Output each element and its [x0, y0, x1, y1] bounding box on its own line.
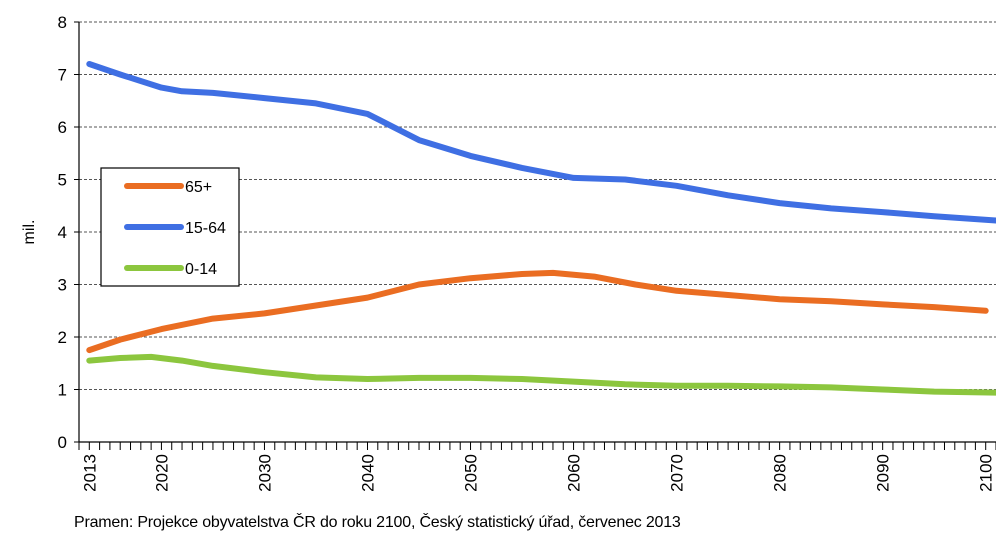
y-tick-label: 8 [58, 13, 67, 32]
y-tick-label: 1 [58, 381, 67, 400]
x-tick-label: 2070 [668, 454, 687, 492]
x-tick-label: 2080 [771, 454, 790, 492]
series-lines [86, 61, 996, 396]
source-note: Pramen: Projekce obyvatelstva ČR do roku… [74, 514, 681, 531]
axes [74, 21, 996, 450]
x-tick-label: 2090 [874, 454, 893, 492]
x-tick-label: 2020 [152, 454, 171, 492]
x-tick-label: 2050 [462, 454, 481, 492]
series-line-0-14 [86, 353, 996, 396]
y-tick-label: 5 [58, 171, 67, 190]
y-tick-label: 4 [58, 223, 67, 242]
x-tick-label: 2013 [80, 454, 99, 492]
axis-labels: 0 1 2 3 4 5 6 7 8 2013 2020 2030 2040 2050 2060 2070 208… [21, 13, 996, 492]
y-tick-label: 2 [58, 328, 67, 347]
legend: 65+ 15-64 0-14 [100, 167, 240, 287]
legend-label: 15-64 [185, 220, 226, 237]
y-tick-label: 7 [58, 66, 67, 85]
series-line-65+ [86, 269, 989, 354]
y-tick-label: 0 [58, 433, 67, 452]
series-line-15-64 [86, 61, 996, 224]
y-axis-title: mil. [21, 220, 38, 245]
legend-label: 0-14 [185, 261, 217, 278]
x-tick-label: 2060 [565, 454, 584, 492]
x-tick-label: 2030 [255, 454, 274, 492]
x-tick-label: 2040 [358, 454, 377, 492]
legend-label: 65+ [185, 179, 212, 196]
x-tick-label: 2100 [977, 454, 996, 492]
y-tick-label: 3 [58, 276, 67, 295]
y-tick-label: 6 [58, 118, 67, 137]
